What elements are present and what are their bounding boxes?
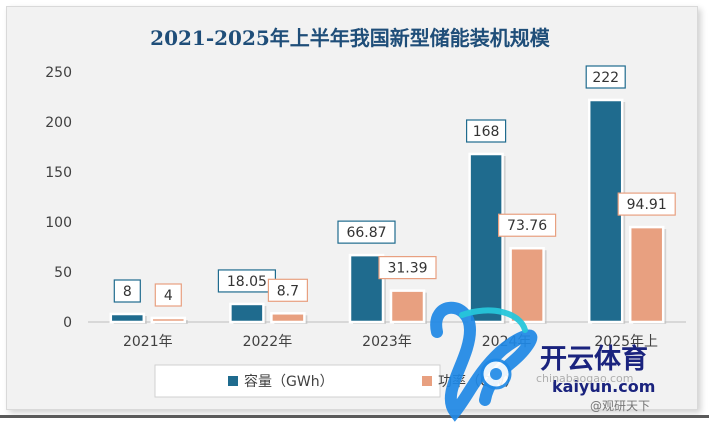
bar-capacity [109, 312, 146, 324]
data-label-box [585, 65, 626, 89]
legend-box [154, 364, 441, 398]
data-label: 18.05 [227, 274, 267, 290]
chart-frame [6, 6, 698, 410]
x-tick-label: 2025年上 [594, 334, 658, 350]
watermark-source-url: chinabaogao.com [536, 372, 634, 385]
watermark: 开云体育 kaiyun.com chinabaogao.com @观研天下 [430, 301, 655, 422]
data-label: 94.91 [627, 197, 667, 213]
data-label-box [337, 220, 396, 244]
chart-title: 2021-2025年上半年我国新型储能装机规模 [150, 26, 551, 50]
legend-swatch-capacity [228, 376, 238, 386]
data-label: 8.7 [277, 283, 299, 299]
bar-power [389, 289, 426, 324]
x-tick-label: 2023年 [362, 334, 412, 350]
data-label-box [466, 119, 507, 143]
y-tick-label: 50 [54, 265, 72, 281]
bar-capacity [587, 98, 624, 324]
watermark-brand-en: kaiyun.com [552, 377, 655, 396]
y-tick-label: 100 [45, 215, 72, 231]
y-tick-label: 0 [63, 315, 72, 331]
bar-capacity [468, 152, 504, 324]
data-label: 168 [473, 124, 500, 140]
data-label-box [154, 283, 182, 307]
bar-power [628, 225, 665, 324]
y-tick-label: 150 [45, 165, 72, 181]
legend-label-capacity: 容量（GWh） [244, 373, 334, 390]
x-axis: 2021年 2022年 2023年 2024年 2025年上 [123, 334, 658, 350]
data-label-box [113, 279, 141, 303]
data-label: 222 [592, 70, 619, 86]
data-label: 4 [164, 288, 173, 304]
watermark-weibo: @观研天下 [590, 399, 650, 413]
bar-power [150, 316, 187, 324]
data-label: 73.76 [507, 218, 547, 234]
x-tick-label: 2021年 [123, 334, 173, 350]
y-axis: 0 50 100 150 200 250 [45, 65, 72, 331]
bar-power [270, 312, 306, 324]
data-label: 8 [123, 284, 132, 300]
kaiyun-logo-icon [430, 301, 538, 422]
data-label-box [498, 213, 557, 237]
data-label: 31.39 [387, 261, 427, 277]
data-label-box [267, 278, 308, 302]
bars: 8 4 18.05 8.7 66.87 31.39 168 73.76 222 94.91 [109, 65, 676, 324]
legend-swatch-power [422, 376, 432, 386]
bar-capacity [348, 253, 385, 324]
watermark-brand-cn: 开云体育 [540, 343, 648, 375]
bar-capacity [229, 302, 265, 324]
data-label-box [617, 192, 676, 216]
bar-power [509, 246, 545, 324]
y-tick-label: 200 [45, 115, 72, 131]
data-label: 66.87 [346, 225, 386, 241]
x-tick-label: 2022年 [243, 334, 293, 350]
y-tick-label: 250 [45, 65, 72, 81]
bottom-rule [0, 415, 709, 418]
data-label-box [378, 256, 437, 280]
